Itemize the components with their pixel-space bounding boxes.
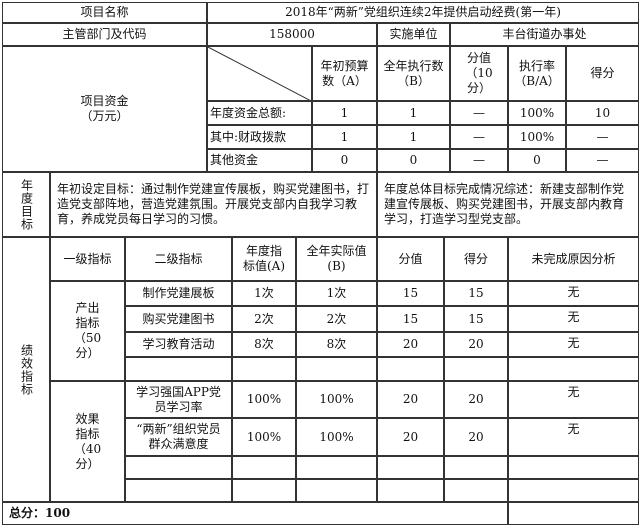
performance-label: 绩效指标 xyxy=(2,237,50,502)
group-output: 产出指标（50分） xyxy=(50,281,125,381)
diagonal-line xyxy=(208,47,311,100)
empty-cell xyxy=(377,479,444,502)
perf-b: 2次 xyxy=(296,306,377,332)
perf-reason: 无 xyxy=(508,281,639,306)
goals-label: 年度目标 xyxy=(2,172,50,237)
perf-value: 20 xyxy=(377,381,444,418)
perf-name: “两新”组织党员群众满意度 xyxy=(125,418,232,456)
perf-header: 一级指标 xyxy=(50,237,125,281)
funds-b: 1 xyxy=(377,125,450,149)
perf-header: 得分 xyxy=(444,237,508,281)
perf-a: 1次 xyxy=(232,281,296,306)
total-score: 总分：100 xyxy=(2,502,508,525)
funds-score-value: — xyxy=(450,125,508,149)
perf-header: 分值 xyxy=(377,237,444,281)
perf-a: 8次 xyxy=(232,332,296,357)
funds-header: 执行率（B/A） xyxy=(508,46,566,101)
empty-cell xyxy=(232,479,296,502)
perf-b: 1次 xyxy=(296,281,377,306)
funds-header: 分值（10分） xyxy=(450,46,508,101)
empty-cell xyxy=(125,357,232,381)
perf-value: 20 xyxy=(377,418,444,456)
dept-code: 158000 xyxy=(207,23,377,46)
funds-name: 其中:财政拨款 xyxy=(207,125,312,149)
perf-value: 15 xyxy=(377,281,444,306)
perf-name: 制作党建展板 xyxy=(125,281,232,306)
funds-b: 0 xyxy=(377,149,450,172)
empty-cell xyxy=(296,357,377,381)
goals-summary: 年度总体目标完成情况综述：新建支部制作党建宣传展板、购买党建图书，开展支部内教育… xyxy=(377,172,639,237)
perf-name: 学习教育活动 xyxy=(125,332,232,357)
empty-cell xyxy=(508,479,639,502)
perf-a: 100% xyxy=(232,381,296,418)
perf-score: 15 xyxy=(444,281,508,306)
empty-cell xyxy=(377,357,444,381)
perf-header: 未完成原因分析 xyxy=(508,237,639,281)
funds-name: 年度资金总额: xyxy=(207,101,312,125)
impl-unit: 丰台街道办事处 xyxy=(450,23,639,46)
perf-name: 购买党建图书 xyxy=(125,306,232,332)
funds-header: 得分 xyxy=(566,46,639,101)
perf-value: 20 xyxy=(377,332,444,357)
funds-score-value: — xyxy=(450,101,508,125)
empty-cell xyxy=(444,479,508,502)
funds-b: 1 xyxy=(377,101,450,125)
diagonal-header xyxy=(207,46,312,101)
empty-cell xyxy=(377,456,444,479)
total-score-text: 总分：100 xyxy=(9,506,71,520)
project-name: 2018年“两新”党组织连续2年提供启动经费(第一年) xyxy=(207,2,639,23)
funds-rate: 100% xyxy=(508,101,566,125)
perf-reason: 无 xyxy=(508,306,639,332)
empty-cell xyxy=(296,456,377,479)
funds-header: 全年执行数（B） xyxy=(377,46,450,101)
perf-header: 年度指标值(A) xyxy=(232,237,296,281)
perf-score: 20 xyxy=(444,418,508,456)
empty-cell xyxy=(444,357,508,381)
empty-cell xyxy=(125,456,232,479)
dept-label: 主管部门及代码 xyxy=(2,23,207,46)
funds-label: 项目资金 （万元） xyxy=(2,46,207,172)
perf-reason: 无 xyxy=(508,418,639,456)
empty-cell xyxy=(296,479,377,502)
perf-score: 20 xyxy=(444,332,508,357)
empty-cell xyxy=(444,456,508,479)
perf-b: 100% xyxy=(296,381,377,418)
funds-a: 0 xyxy=(312,149,377,172)
perf-value: 15 xyxy=(377,306,444,332)
perf-score: 15 xyxy=(444,306,508,332)
funds-score: — xyxy=(566,125,639,149)
perf-b: 8次 xyxy=(296,332,377,357)
perf-name: 学习强国APP党员学习率 xyxy=(125,381,232,418)
project-name-label: 项目名称 xyxy=(2,2,207,23)
funds-a: 1 xyxy=(312,101,377,125)
perf-a: 2次 xyxy=(232,306,296,332)
funds-name: 其他资金 xyxy=(207,149,312,172)
funds-score: 10 xyxy=(566,101,639,125)
funds-a: 1 xyxy=(312,125,377,149)
perf-header: 二级指标 xyxy=(125,237,232,281)
empty-cell xyxy=(232,456,296,479)
empty-cell xyxy=(508,357,639,381)
perf-a: 100% xyxy=(232,418,296,456)
goals-initial: 年初设定目标：通过制作党建宣传展板，购买党建图书，打造党支部阵地，营造党建氛围。… xyxy=(50,172,377,237)
perf-b: 100% xyxy=(296,418,377,456)
funds-rate: 0 xyxy=(508,149,566,172)
empty-cell xyxy=(232,357,296,381)
funds-rate: 100% xyxy=(508,125,566,149)
perf-score: 20 xyxy=(444,381,508,418)
funds-score: — xyxy=(566,149,639,172)
empty-cell xyxy=(508,456,639,479)
perf-reason: 无 xyxy=(508,332,639,357)
empty-cell xyxy=(508,502,639,525)
funds-header: 年初预算数（A） xyxy=(312,46,377,101)
empty-cell xyxy=(125,479,232,502)
perf-reason: 无 xyxy=(508,381,639,418)
funds-score-value: — xyxy=(450,149,508,172)
impl-label: 实施单位 xyxy=(377,23,450,46)
perf-header: 全年实际值(B) xyxy=(296,237,377,281)
group-effect: 效果指标（40分） xyxy=(50,381,125,502)
